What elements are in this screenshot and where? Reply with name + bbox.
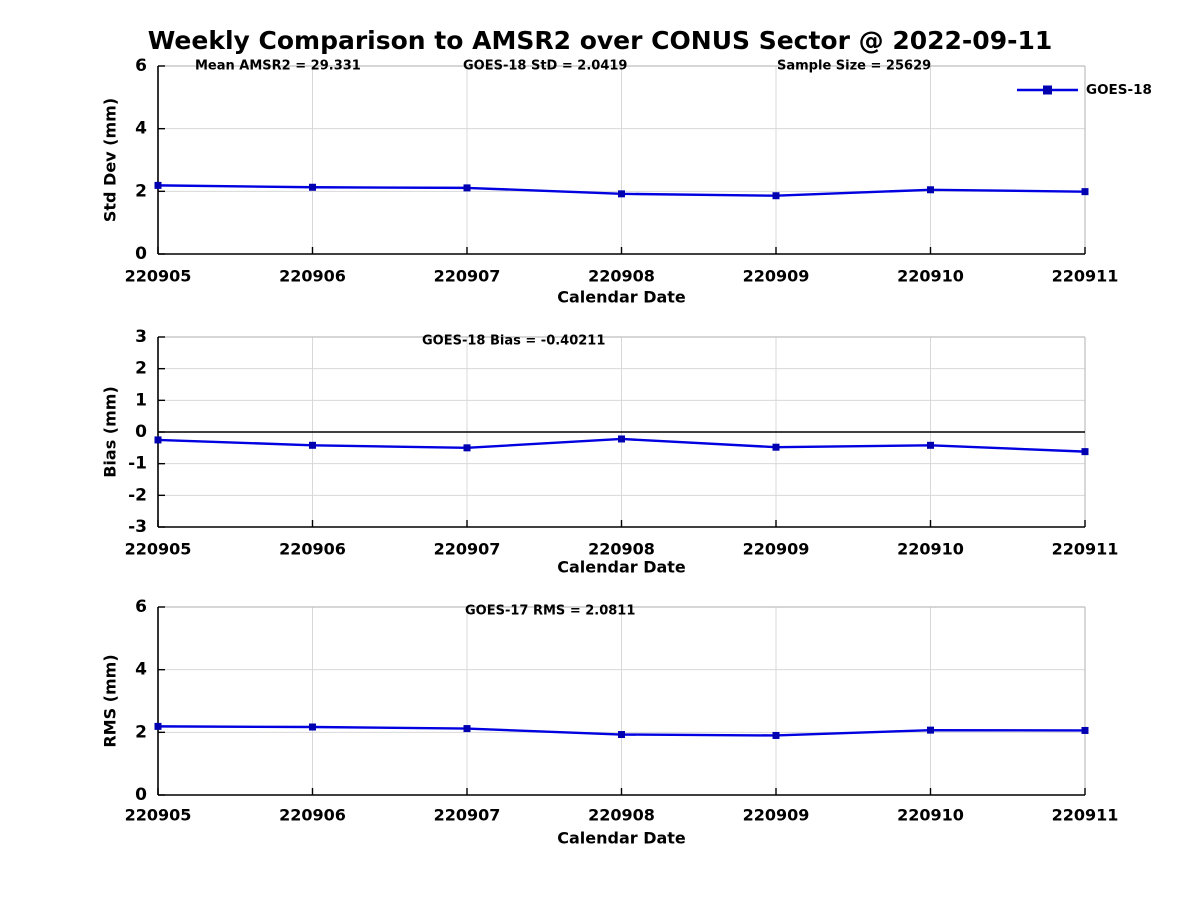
y-tick-label: 2 — [135, 722, 147, 742]
data-point-marker — [309, 183, 316, 191]
data-point-marker — [1081, 188, 1089, 196]
x-tick-label: 220911 — [1052, 806, 1119, 825]
axis-label-y: Std Dev (mm) — [101, 98, 120, 222]
x-tick-label: 220908 — [588, 806, 655, 825]
legend-marker — [1043, 85, 1052, 95]
y-tick-label: 4 — [135, 660, 147, 680]
annotation-text: Mean AMSR2 = 29.331 — [195, 59, 361, 74]
x-tick-label: 220911 — [1052, 267, 1119, 286]
x-tick-label: 220909 — [743, 540, 810, 559]
y-tick-label: -1 — [128, 454, 147, 474]
x-tick-label: 220905 — [125, 267, 192, 286]
x-tick-label: 220909 — [743, 267, 810, 286]
data-point-marker — [927, 186, 934, 194]
legend: GOES-18 — [1017, 82, 1152, 98]
data-point-marker — [309, 441, 316, 449]
subplot-rms-mm: 0 2 4 6 220905 220906 220907 220908 220909 220910… — [101, 597, 1119, 848]
axis-label-y: Bias (mm) — [101, 386, 120, 478]
data-point-marker — [927, 441, 934, 449]
data-point-marker — [618, 731, 625, 739]
chart-title: Weekly Comparison to AMSR2 over CONUS Se… — [147, 26, 1053, 55]
y-tick-label: 0 — [135, 422, 147, 442]
axis-label-x: Calendar Date — [557, 829, 686, 848]
data-point-marker — [154, 436, 162, 444]
x-tick-label: 220905 — [125, 806, 192, 825]
x-tick-label: 220908 — [588, 540, 655, 559]
data-point-marker — [772, 192, 780, 200]
annotation-text: GOES-18 Bias = -0.40211 — [422, 334, 605, 349]
x-tick-label: 220908 — [588, 267, 655, 286]
annotation-text: GOES-18 StD = 2.0419 — [463, 59, 627, 74]
y-tick-label: 6 — [135, 56, 147, 76]
x-tick-label: 220906 — [279, 540, 346, 559]
axis-label-y: RMS (mm) — [101, 654, 120, 747]
subplot-bias-mm: -3 -2 -1 0 1 2 3 220905 220906 220907 220908 220909… — [101, 327, 1119, 577]
y-tick-label: 3 — [135, 327, 147, 347]
x-tick-label: 220907 — [434, 806, 501, 825]
y-tick-label: -2 — [128, 485, 147, 505]
data-point-marker — [309, 723, 316, 731]
data-point-marker — [772, 731, 780, 739]
x-tick-label: 220907 — [434, 540, 501, 559]
data-point-marker — [154, 722, 162, 730]
data-point-marker — [1081, 726, 1089, 734]
data-point-marker — [618, 190, 625, 198]
legend-label: GOES-18 — [1086, 82, 1152, 98]
x-tick-label: 220911 — [1052, 540, 1119, 559]
y-tick-label: 2 — [135, 359, 147, 379]
data-point-marker — [463, 184, 471, 192]
axis-label-x: Calendar Date — [557, 558, 686, 577]
data-point-marker — [772, 443, 780, 451]
y-tick-label: -3 — [128, 517, 147, 537]
x-tick-label: 220910 — [897, 267, 964, 286]
data-point-marker — [927, 726, 934, 734]
y-tick-label: 4 — [135, 119, 147, 139]
subplot-std-dev-mm: 0 2 4 6 220905 220906 220907 220908 220909 220910… — [101, 56, 1152, 307]
x-tick-label: 220906 — [279, 806, 346, 825]
x-tick-label: 220906 — [279, 267, 346, 286]
x-tick-label: 220907 — [434, 267, 501, 286]
data-point-marker — [463, 444, 471, 452]
data-point-marker — [154, 181, 162, 189]
y-tick-label: 0 — [135, 785, 147, 805]
axis-label-x: Calendar Date — [557, 288, 686, 307]
data-point-marker — [463, 725, 471, 733]
annotation-text: Sample Size = 25629 — [777, 59, 931, 74]
y-tick-label: 6 — [135, 597, 147, 617]
x-tick-label: 220910 — [897, 540, 964, 559]
data-point-marker — [618, 435, 625, 443]
x-tick-label: 220910 — [897, 806, 964, 825]
x-tick-label: 220905 — [125, 540, 192, 559]
x-tick-label: 220909 — [743, 806, 810, 825]
y-tick-label: 1 — [135, 390, 147, 410]
y-tick-label: 0 — [135, 244, 147, 264]
data-point-marker — [1081, 448, 1089, 456]
annotation-text: GOES-17 RMS = 2.0811 — [465, 604, 635, 619]
y-tick-label: 2 — [135, 181, 147, 201]
